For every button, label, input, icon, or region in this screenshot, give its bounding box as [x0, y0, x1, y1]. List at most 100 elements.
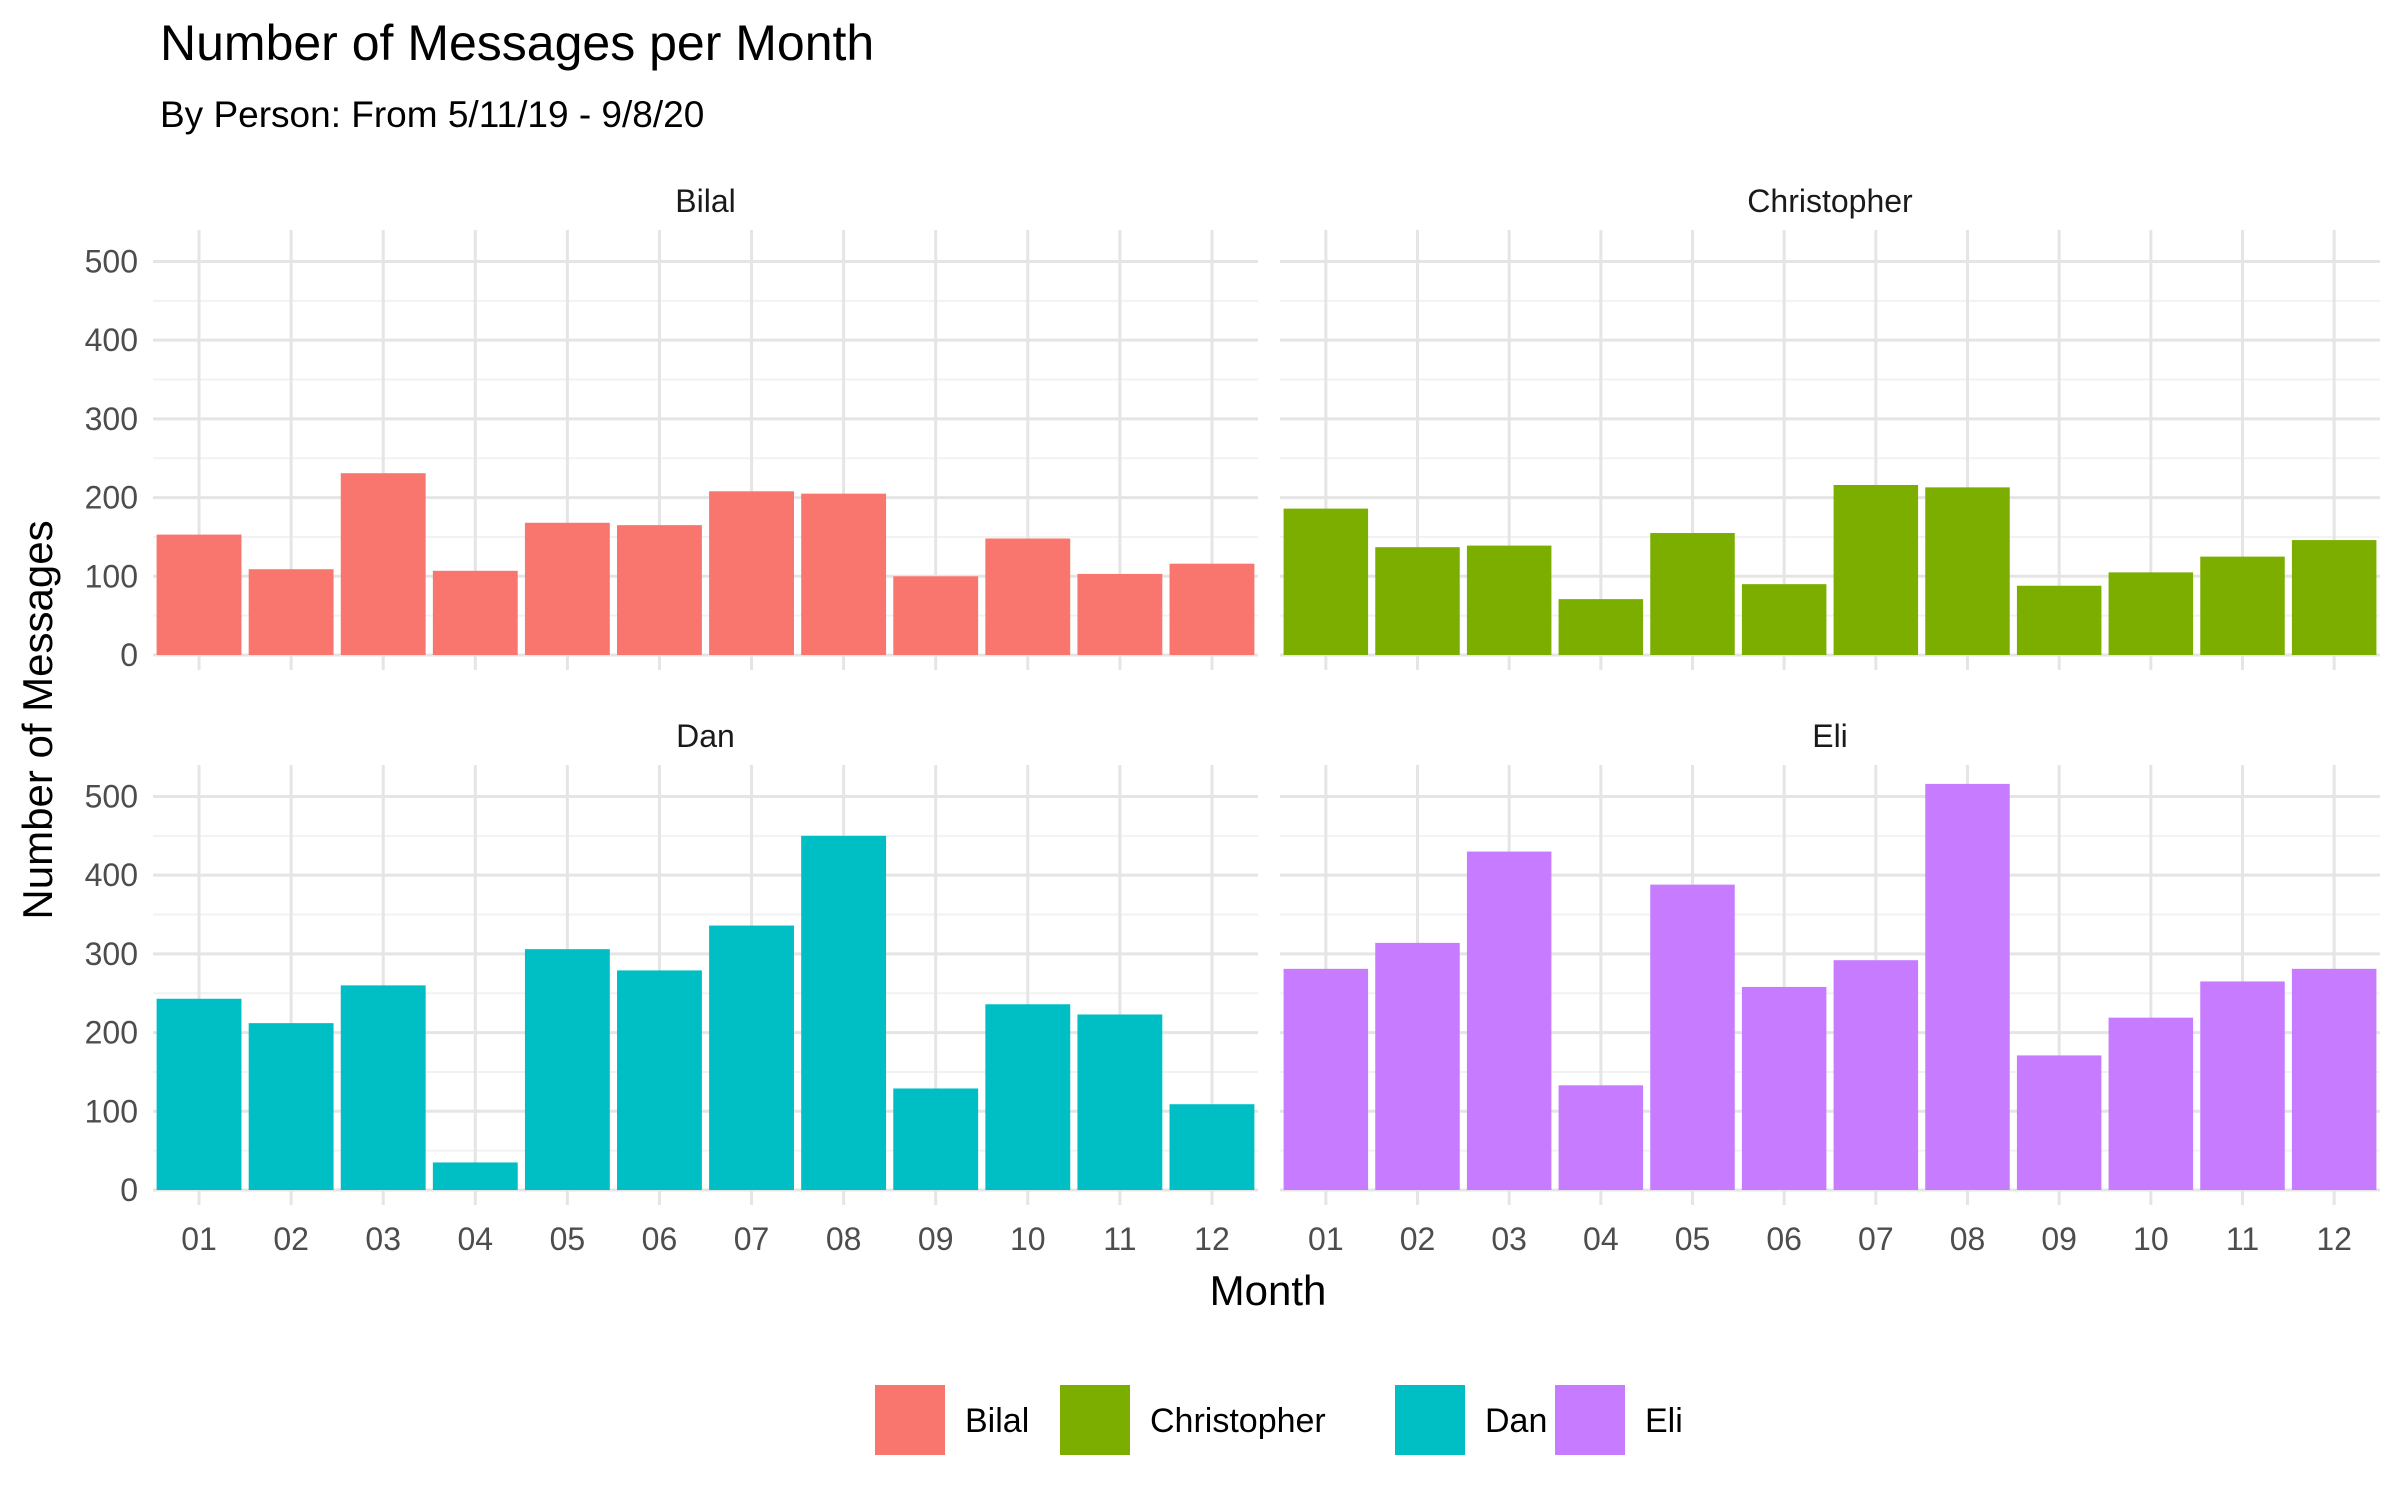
bar-eli-07[interactable] [1833, 960, 1919, 1190]
bar-eli-01[interactable] [1283, 968, 1369, 1190]
y-tick-label: 100 [85, 558, 138, 594]
x-tick-label: 09 [918, 1221, 954, 1257]
bar-bilal-09[interactable] [893, 576, 979, 655]
panel-christopher: Christopher [1280, 183, 2380, 670]
facet-panels: Bilal0100200300400500ChristopherDan01002… [85, 183, 2380, 1257]
bar-bilal-03[interactable] [340, 473, 426, 655]
bar-dan-07[interactable] [709, 925, 794, 1190]
y-tick-label: 400 [85, 857, 138, 893]
facet-label-eli: Eli [1812, 718, 1848, 754]
bar-christopher-12[interactable] [2291, 540, 2377, 655]
legend-item-bilal[interactable]: Bilal [875, 1385, 1029, 1455]
bar-christopher-11[interactable] [2200, 556, 2285, 655]
bar-eli-03[interactable] [1466, 851, 1552, 1190]
bar-eli-09[interactable] [2016, 1055, 2102, 1190]
y-tick-label: 200 [85, 480, 138, 516]
bar-christopher-01[interactable] [1283, 508, 1369, 655]
panel-bilal: Bilal 0 100 200 300 400 500 [85, 183, 1258, 673]
legend-label-dan: Dan [1485, 1402, 1547, 1440]
bar-dan-06[interactable] [617, 970, 702, 1190]
bar-eli-11[interactable] [2200, 981, 2285, 1190]
bar-dan-12[interactable] [1169, 1104, 1255, 1190]
facet-label-bilal: Bilal [675, 183, 735, 219]
facet-label-christopher: Christopher [1747, 183, 1913, 219]
legend-swatch-christopher [1060, 1385, 1130, 1455]
bar-dan-02[interactable] [248, 1023, 334, 1190]
panel-dan: Dan 0 100 200 300 400 500 01 02 03 04 05 06 07 08 09 10 1… [85, 718, 1258, 1257]
legend-item-christopher[interactable]: Christopher [1060, 1385, 1326, 1455]
bar-christopher-03[interactable] [1466, 545, 1552, 655]
x-tick-label: 03 [365, 1221, 401, 1257]
bar-christopher-02[interactable] [1375, 547, 1460, 655]
x-tick-label: 02 [273, 1221, 309, 1257]
y-tick-label: 0 [120, 637, 138, 673]
x-tick-label: 02 [1400, 1221, 1436, 1257]
legend-item-eli[interactable]: Eli [1555, 1385, 1683, 1455]
bar-dan-03[interactable] [340, 985, 426, 1190]
bar-christopher-06[interactable] [1741, 584, 1827, 655]
bar-christopher-07[interactable] [1833, 485, 1919, 655]
legend-swatch-bilal [875, 1385, 945, 1455]
y-tick-label: 300 [85, 401, 138, 437]
y-tick-label: 100 [85, 1093, 138, 1129]
x-tick-label: 07 [734, 1221, 770, 1257]
x-tick-label: 01 [181, 1221, 217, 1257]
bar-dan-09[interactable] [893, 1088, 979, 1190]
y-tick-label: 300 [85, 936, 138, 972]
bar-dan-04[interactable] [432, 1162, 518, 1190]
facet-label-dan: Dan [676, 718, 735, 754]
x-tick-label: 05 [1675, 1221, 1711, 1257]
bar-christopher-08[interactable] [1925, 487, 2010, 655]
legend-label-bilal: Bilal [965, 1402, 1029, 1440]
x-tick-label: 12 [1194, 1221, 1230, 1257]
x-axis-title: Month [1210, 1267, 1327, 1314]
legend-swatch-eli [1555, 1385, 1625, 1455]
y-tick-label: 500 [85, 778, 138, 814]
bar-bilal-12[interactable] [1169, 563, 1255, 655]
bar-bilal-06[interactable] [617, 525, 702, 655]
bar-christopher-04[interactable] [1558, 599, 1644, 655]
bar-dan-11[interactable] [1077, 1014, 1163, 1190]
panel-eli: Eli 01 02 03 04 05 06 07 08 09 10 11 12 [1280, 718, 2380, 1257]
x-tick-label: 05 [550, 1221, 586, 1257]
bar-bilal-02[interactable] [248, 569, 334, 655]
y-tick-label: 200 [85, 1015, 138, 1051]
bar-eli-04[interactable] [1558, 1085, 1644, 1190]
y-tick-label: 400 [85, 322, 138, 358]
bar-bilal-10[interactable] [985, 538, 1071, 655]
x-tick-label: 06 [642, 1221, 678, 1257]
y-tick-label: 0 [120, 1172, 138, 1208]
bar-bilal-04[interactable] [432, 570, 518, 655]
bar-eli-02[interactable] [1375, 942, 1460, 1190]
y-tick-label: 500 [85, 243, 138, 279]
bar-eli-06[interactable] [1741, 986, 1827, 1190]
bar-dan-10[interactable] [985, 1004, 1071, 1190]
bar-christopher-10[interactable] [2108, 572, 2194, 655]
bar-christopher-09[interactable] [2016, 585, 2102, 655]
y-axis-title: Number of Messages [14, 520, 61, 919]
x-tick-label: 10 [2133, 1221, 2169, 1257]
bar-bilal-08[interactable] [801, 493, 887, 655]
legend-label-christopher: Christopher [1150, 1402, 1326, 1440]
bar-eli-12[interactable] [2291, 968, 2377, 1190]
bar-eli-05[interactable] [1650, 884, 1735, 1190]
bar-christopher-05[interactable] [1650, 533, 1735, 655]
bar-bilal-07[interactable] [709, 491, 794, 655]
chart-subtitle: By Person: From 5/11/19 - 9/8/20 [160, 94, 704, 135]
bar-eli-10[interactable] [2108, 1017, 2194, 1190]
bar-dan-08[interactable] [801, 835, 887, 1190]
x-tick-label: 04 [457, 1221, 493, 1257]
bar-bilal-11[interactable] [1077, 573, 1163, 655]
legend-label-eli: Eli [1645, 1402, 1683, 1440]
legend-item-dan[interactable]: Dan [1395, 1385, 1547, 1455]
legend: Bilal Christopher Dan Eli [875, 1385, 1683, 1455]
bar-eli-08[interactable] [1925, 783, 2010, 1190]
bar-dan-05[interactable] [524, 949, 610, 1190]
bar-dan-01[interactable] [156, 998, 242, 1190]
x-tick-label: 06 [1766, 1221, 1802, 1257]
x-tick-label: 03 [1491, 1221, 1527, 1257]
chart-title: Number of Messages per Month [160, 15, 874, 71]
bar-bilal-05[interactable] [524, 522, 610, 655]
bar-bilal-01[interactable] [156, 534, 242, 655]
